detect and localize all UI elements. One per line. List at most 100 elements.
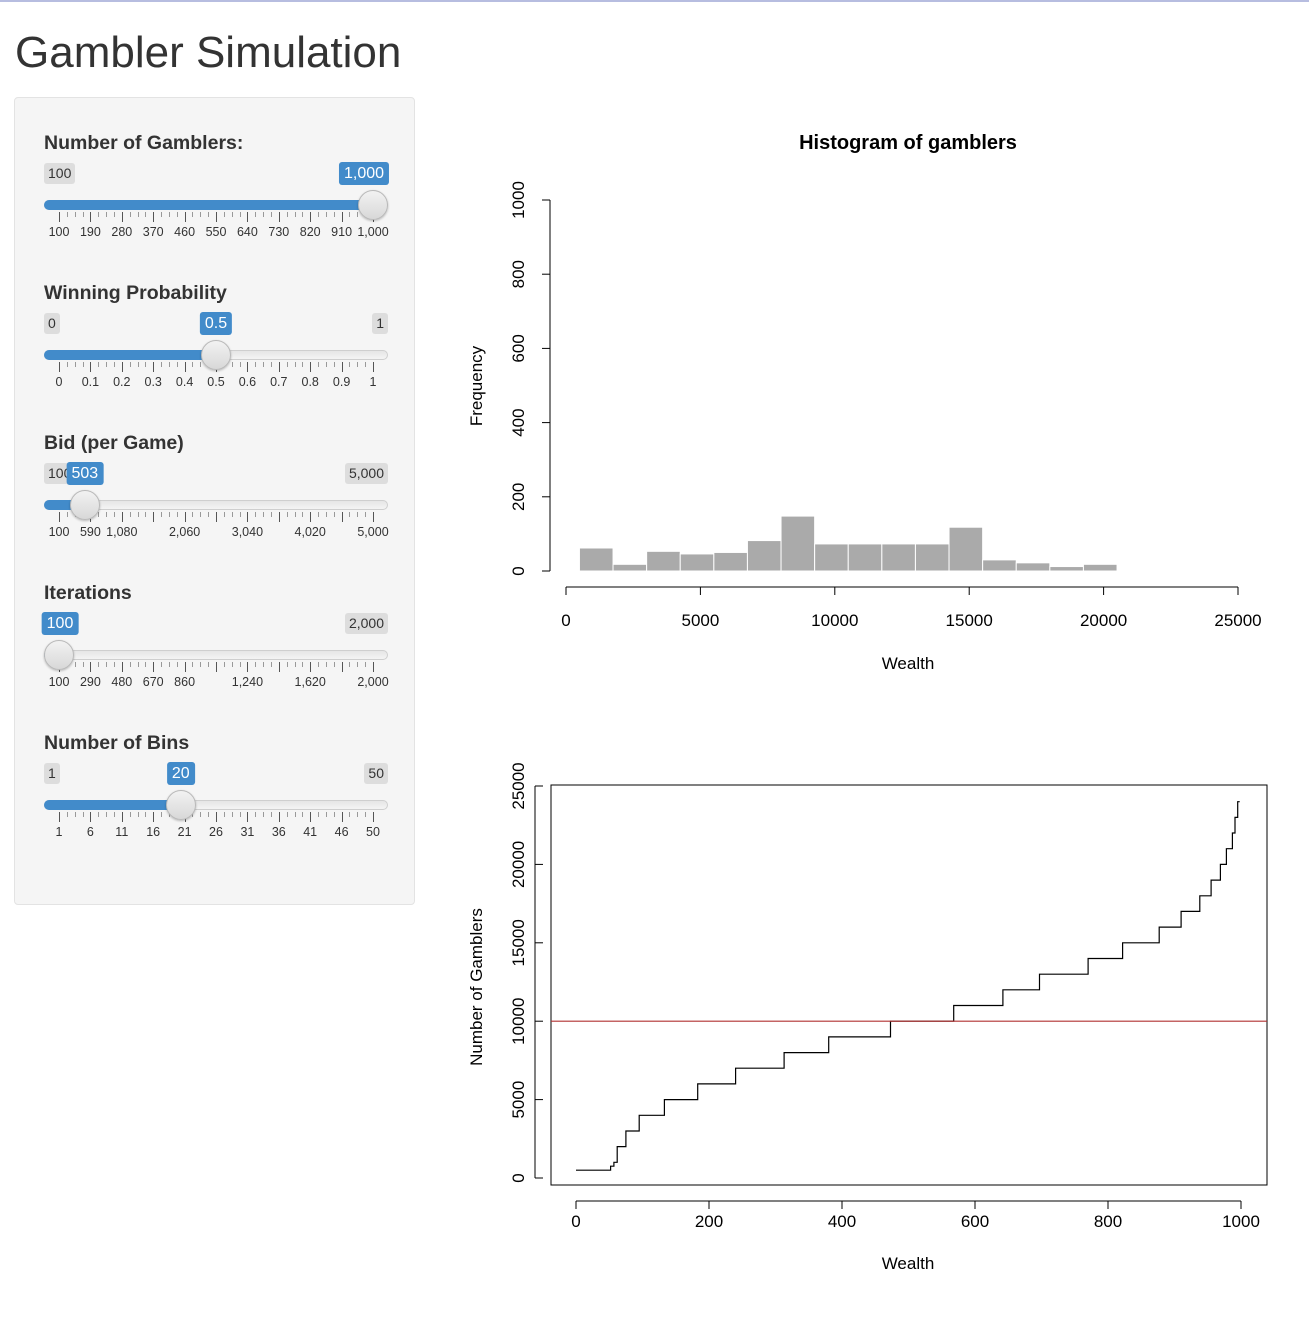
y-tick-label: 600 xyxy=(509,334,528,362)
histogram-bar xyxy=(780,515,816,572)
slider-tick xyxy=(310,662,312,672)
slider-tick-label: 0.2 xyxy=(113,375,131,389)
slider-tick-label: 46 xyxy=(334,825,349,839)
slider-tick xyxy=(310,812,312,822)
gamblers-handle[interactable] xyxy=(358,190,388,220)
slider-tick xyxy=(341,812,343,822)
x-tick-label: 600 xyxy=(961,1212,989,1231)
slider-tick xyxy=(129,212,131,217)
slider-tick xyxy=(113,212,115,217)
slider-tick xyxy=(161,662,163,667)
slider-tick xyxy=(239,512,241,517)
slider-tick-label: 36 xyxy=(271,825,286,839)
slider-tick xyxy=(373,362,374,372)
slider-tick xyxy=(200,662,202,667)
slider-tick xyxy=(66,512,68,517)
slider-tick xyxy=(168,362,170,367)
slider-tick xyxy=(153,812,155,822)
histogram-bar xyxy=(1049,566,1084,572)
slider-tick xyxy=(106,212,108,217)
bid-max-badge: 5,000 xyxy=(344,463,388,484)
slider-tick xyxy=(263,362,265,367)
slider-tick xyxy=(137,662,139,667)
histogram-bar xyxy=(612,563,648,572)
gamblers-tick-labels: 100 190 280 370 460 550 640 730 820 910 1,000 xyxy=(44,225,389,241)
slider-tick-label: 4,020 xyxy=(294,525,326,539)
histogram-bar xyxy=(713,551,748,572)
slider-tick xyxy=(278,812,280,822)
slider-tick-label: 460 xyxy=(174,225,196,239)
slider-tick-label: 640 xyxy=(236,225,258,239)
slider-tick xyxy=(121,212,123,222)
slider-tick xyxy=(302,662,304,667)
slider-tick xyxy=(270,362,272,367)
slider-tick xyxy=(176,662,178,667)
slider-tick-label: 31 xyxy=(240,825,255,839)
slider-tick xyxy=(255,362,257,367)
slider-tick xyxy=(373,662,374,672)
slider-tick xyxy=(121,362,123,372)
slider-tick xyxy=(145,812,147,817)
gamblers-label: Number of Gamblers: xyxy=(44,132,244,154)
slider-tick xyxy=(129,362,131,367)
y-axis-label: Number of Gamblers xyxy=(467,908,486,1066)
slider-iter: Iterations 2,000 100 100 290 480 670 860 1,240 1,… xyxy=(41,582,389,712)
slider-tick xyxy=(231,212,233,217)
slider-tick xyxy=(223,212,225,217)
slider-tick-label: 910 xyxy=(331,225,353,239)
slider-tick xyxy=(66,212,68,217)
histogram-bar xyxy=(914,543,950,572)
slider-tick xyxy=(247,812,249,822)
slider-tick xyxy=(278,512,280,522)
slider-tick xyxy=(349,662,351,667)
slider-tick-label: 0.1 xyxy=(81,375,100,389)
slider-tick xyxy=(255,512,257,517)
histogram-bar xyxy=(814,543,849,572)
slider-tick-label: 0.7 xyxy=(270,375,288,389)
histogram-bar xyxy=(1082,563,1118,572)
slider-tick xyxy=(168,512,170,517)
slider-tick xyxy=(357,512,359,517)
slider-tick xyxy=(333,362,335,367)
slider-tick xyxy=(74,362,76,367)
slider-tick xyxy=(200,362,202,367)
slider-tick xyxy=(286,812,288,817)
slider-tick xyxy=(176,212,178,217)
bid-handle[interactable] xyxy=(69,490,100,520)
slider-tick xyxy=(145,662,147,667)
slider-tick-label: 16 xyxy=(146,825,161,839)
slider-tick-label: 590 xyxy=(79,525,101,539)
iter-track[interactable] xyxy=(44,650,388,660)
x-axis-label: Wealth xyxy=(882,1254,935,1273)
slider-tick-label: 0.6 xyxy=(238,375,257,389)
slider-tick xyxy=(365,662,367,667)
slider-tick xyxy=(247,212,249,222)
histogram-bar xyxy=(948,526,984,572)
slider-tick xyxy=(263,662,265,667)
slider-tick xyxy=(82,662,84,667)
prob-handle[interactable] xyxy=(201,340,231,370)
slider-tick-label: 50 xyxy=(366,825,380,839)
iter-handle[interactable] xyxy=(44,640,74,670)
slider-tick-label: 550 xyxy=(205,225,227,239)
slider-tick xyxy=(325,812,327,817)
sidebar-panel: Number of Gamblers: 100 1,000 100 190 280 370 4… xyxy=(14,97,415,905)
slider-tick-label: 0 xyxy=(55,375,63,389)
slider-tick-label: 0.4 xyxy=(175,375,194,389)
bins-label: Number of Bins xyxy=(44,732,190,754)
slider-tick-label: 0.3 xyxy=(144,375,162,389)
slider-tick xyxy=(349,812,351,817)
slider-tick xyxy=(59,362,60,372)
y-tick-label: 800 xyxy=(509,260,528,288)
bins-handle[interactable] xyxy=(165,790,196,820)
slider-tick-label: 100 xyxy=(48,525,70,539)
slider-tick xyxy=(90,362,92,372)
slider-tick xyxy=(325,362,327,367)
x-axis-label: Wealth xyxy=(882,654,935,673)
slider-tick xyxy=(153,662,155,672)
slider-tick xyxy=(270,512,272,517)
slider-tick xyxy=(216,812,217,822)
slider-tick xyxy=(223,812,225,817)
slider-tick xyxy=(98,212,100,217)
histogram-bar xyxy=(646,550,681,572)
